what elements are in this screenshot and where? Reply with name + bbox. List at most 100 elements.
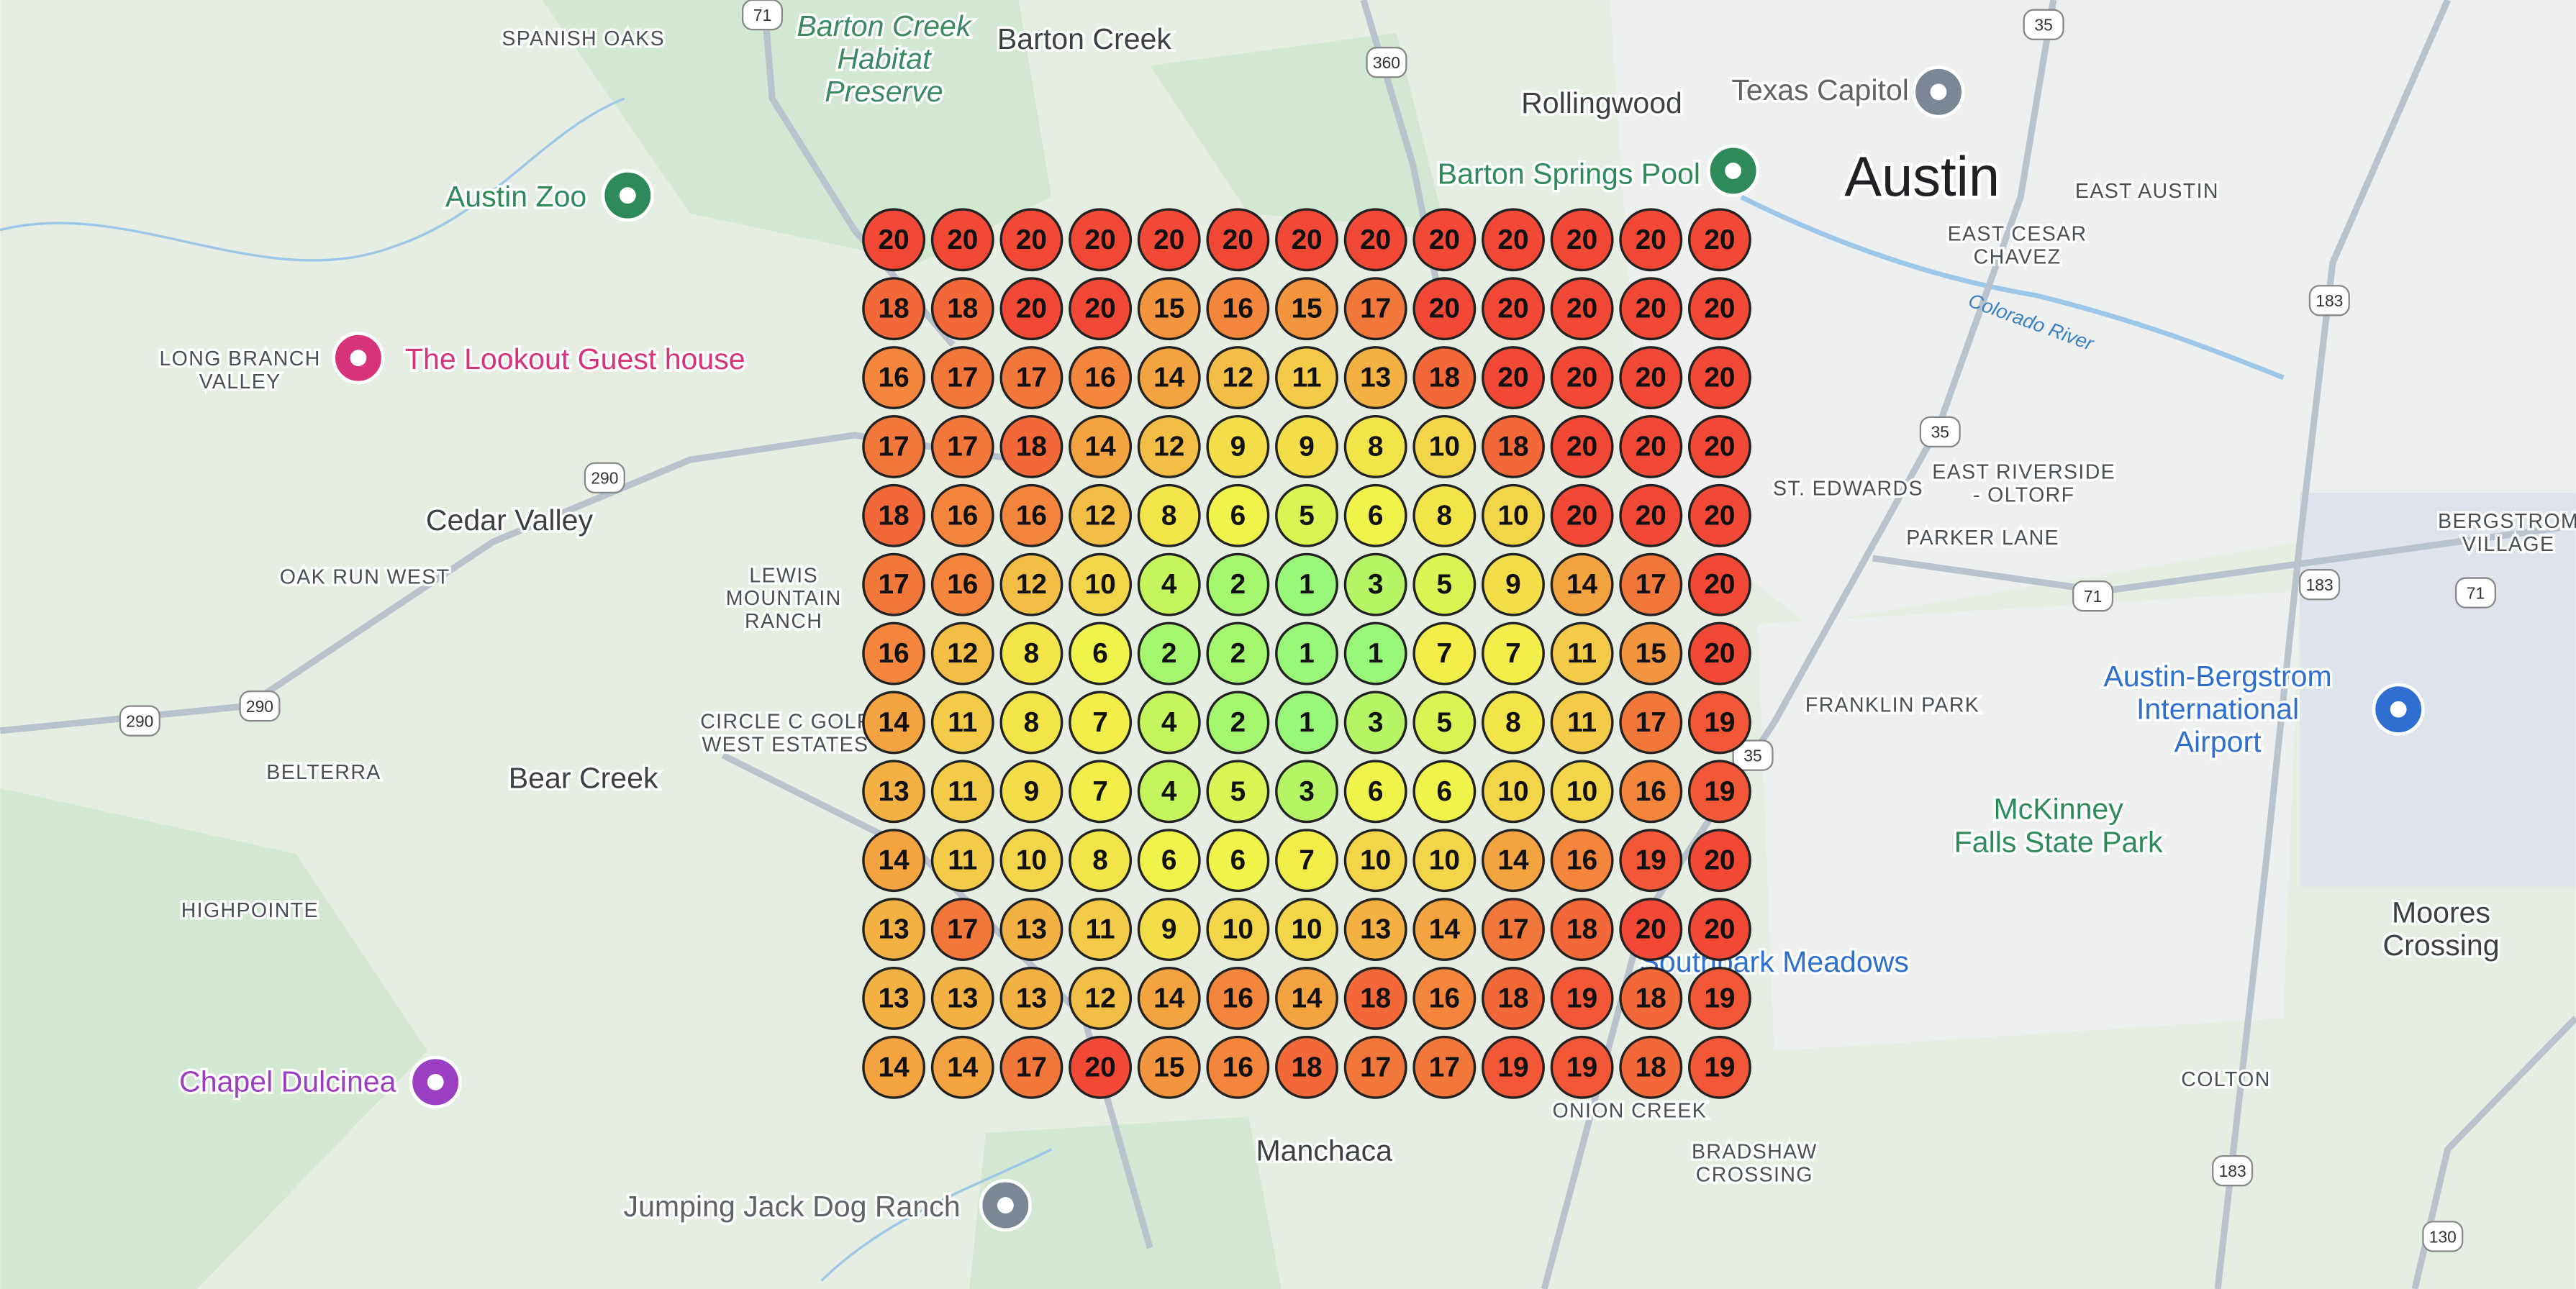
- rank-pin: [1482, 483, 1545, 547]
- rank-pin: [1206, 621, 1270, 686]
- rank-pin: [1619, 898, 1683, 962]
- rank-value: 16: [1429, 983, 1460, 1014]
- rank-value: 14: [879, 1052, 910, 1083]
- rank-value: 8: [1368, 431, 1384, 462]
- rank-value: 16: [1223, 293, 1253, 324]
- rank-value: 18: [879, 293, 910, 324]
- rank-pin: [1069, 552, 1133, 616]
- road-shield-label: 71: [753, 6, 771, 24]
- rank-value: 14: [879, 707, 910, 738]
- rank-pin: [1482, 208, 1545, 272]
- rank-value: 3: [1368, 569, 1384, 600]
- road-shield: [119, 705, 160, 737]
- map-label: Austin Zoo: [445, 180, 586, 213]
- rank-pin: [1275, 483, 1338, 547]
- rank-pin: [930, 208, 994, 272]
- rank-value: 20: [1636, 293, 1666, 324]
- rank-value: 19: [1704, 707, 1735, 738]
- rank-pin: [1137, 760, 1201, 824]
- rank-pin: [1275, 898, 1338, 962]
- label-line: Habitat: [837, 42, 932, 75]
- rank-pin: [1069, 208, 1133, 272]
- rank-pin: [1482, 829, 1545, 893]
- label-line: EAST AUSTIN: [2075, 180, 2219, 203]
- poi-icon-dot: [997, 1197, 1014, 1213]
- rank-value: 10: [1429, 845, 1460, 876]
- rank-value: 13: [879, 983, 910, 1014]
- rank-value: 19: [1704, 1052, 1735, 1083]
- rank-pin: [1206, 208, 1270, 272]
- rank-pin: [1482, 277, 1545, 341]
- label-line: ONION CREEK: [1552, 1099, 1707, 1122]
- road-shield: [2454, 577, 2497, 609]
- rank-value: 16: [947, 569, 978, 600]
- rank-pin: [1069, 829, 1133, 893]
- rank-pin: [1137, 967, 1201, 1030]
- rank-pin: [1412, 829, 1477, 893]
- rank-pin: [1482, 967, 1545, 1030]
- road-shield: [1366, 47, 1407, 78]
- rank-value: 14: [1291, 983, 1323, 1014]
- rank-pin: [1550, 621, 1614, 686]
- rank-value: 20: [1084, 293, 1115, 324]
- map-label: BELTERRA: [266, 761, 381, 784]
- rank-value: 20: [1497, 363, 1528, 393]
- rank-pin: [1412, 414, 1477, 478]
- rank-value: 1: [1299, 638, 1315, 669]
- label-line: Texas Capitol: [1731, 73, 1909, 106]
- road-shield-label: 35: [2034, 16, 2052, 35]
- rank-pin: [1069, 760, 1133, 824]
- rank-value: 20: [1016, 293, 1047, 324]
- rank-value: 5: [1299, 500, 1315, 531]
- rank-pin: [862, 760, 926, 824]
- rank-value: 19: [1566, 983, 1597, 1014]
- rank-pin: [1343, 277, 1407, 341]
- rank-pin: [1619, 277, 1683, 341]
- rank-value: 11: [1292, 363, 1322, 393]
- rank-pin: [1137, 483, 1201, 547]
- rank-value: 20: [1704, 500, 1735, 531]
- rank-value: 10: [1360, 845, 1391, 876]
- rank-pin: [930, 1035, 994, 1099]
- rank-pin: [862, 967, 926, 1030]
- rank-value: 16: [879, 638, 910, 669]
- rank-pin: [1412, 277, 1477, 341]
- rank-pin: [1619, 760, 1683, 824]
- rank-value: 6: [1368, 776, 1384, 807]
- map-label: BERGSTROM VILLAGE: [2438, 509, 2576, 555]
- rank-value: 7: [1505, 638, 1521, 669]
- rank-pin: [1550, 1035, 1614, 1099]
- rank-pin: [1482, 621, 1545, 686]
- rank-pin: [1619, 414, 1683, 478]
- rank-pin: [1687, 483, 1751, 547]
- rank-pin: [999, 346, 1063, 409]
- rank-pin: [1069, 483, 1133, 547]
- rank-value: 13: [1016, 914, 1047, 945]
- rank-pin: [1275, 414, 1338, 478]
- rank-pin: [1206, 346, 1270, 409]
- rank-value: 3: [1368, 707, 1384, 738]
- label-line: Rollingwood: [1521, 86, 1682, 119]
- rank-value: 6: [1437, 776, 1453, 807]
- label-line: CIRCLE C GOLF: [700, 710, 870, 733]
- rank-value: 20: [1497, 293, 1528, 324]
- rank-pin: [1687, 346, 1751, 409]
- rank-value: 11: [948, 776, 977, 807]
- rank-pin: [1275, 691, 1338, 755]
- rank-pin: [1550, 414, 1614, 478]
- rank-value: 14: [1153, 363, 1185, 393]
- rank-pin: [1275, 760, 1338, 824]
- label-line: BELTERRA: [266, 761, 381, 784]
- map-label: HIGHPOINTE: [181, 898, 319, 921]
- label-line: Airport: [2174, 725, 2262, 758]
- rank-value: 11: [948, 707, 977, 738]
- road-shield-label: 71: [2467, 583, 2485, 602]
- rank-value: 10: [1223, 914, 1253, 945]
- rank-pin: [1550, 898, 1614, 962]
- rank-value: 18: [1291, 1052, 1322, 1083]
- rank-value: 12: [947, 638, 978, 669]
- map-label: COLTON: [2181, 1068, 2270, 1091]
- map-label: Barton Springs Pool: [1438, 157, 1700, 190]
- rank-value: 20: [1566, 363, 1597, 393]
